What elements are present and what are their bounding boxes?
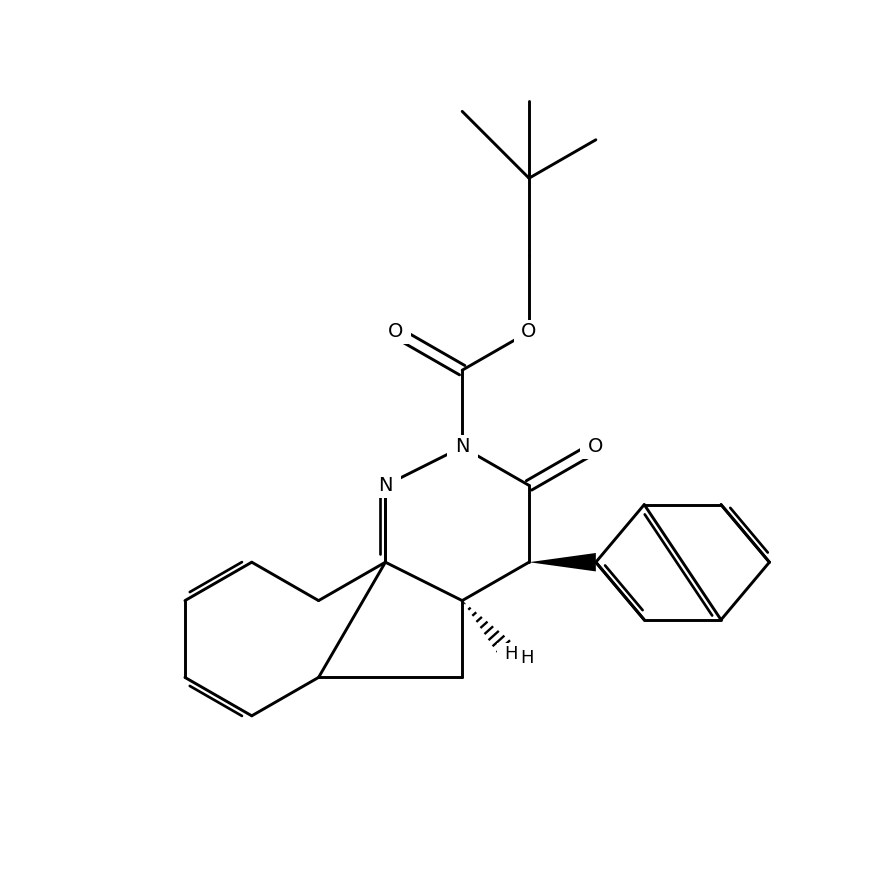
- Text: N: N: [455, 437, 470, 457]
- Text: O: O: [388, 323, 403, 342]
- Text: N: N: [378, 476, 392, 495]
- Text: O: O: [521, 323, 537, 342]
- Bar: [497, 643, 524, 666]
- Bar: [370, 473, 400, 498]
- Text: O: O: [588, 437, 603, 457]
- Text: H: H: [521, 649, 534, 667]
- Bar: [580, 434, 611, 460]
- Polygon shape: [529, 553, 596, 571]
- Bar: [447, 434, 478, 460]
- Bar: [514, 319, 544, 344]
- Bar: [380, 319, 411, 344]
- Text: H: H: [504, 645, 517, 663]
- Bar: [515, 643, 541, 666]
